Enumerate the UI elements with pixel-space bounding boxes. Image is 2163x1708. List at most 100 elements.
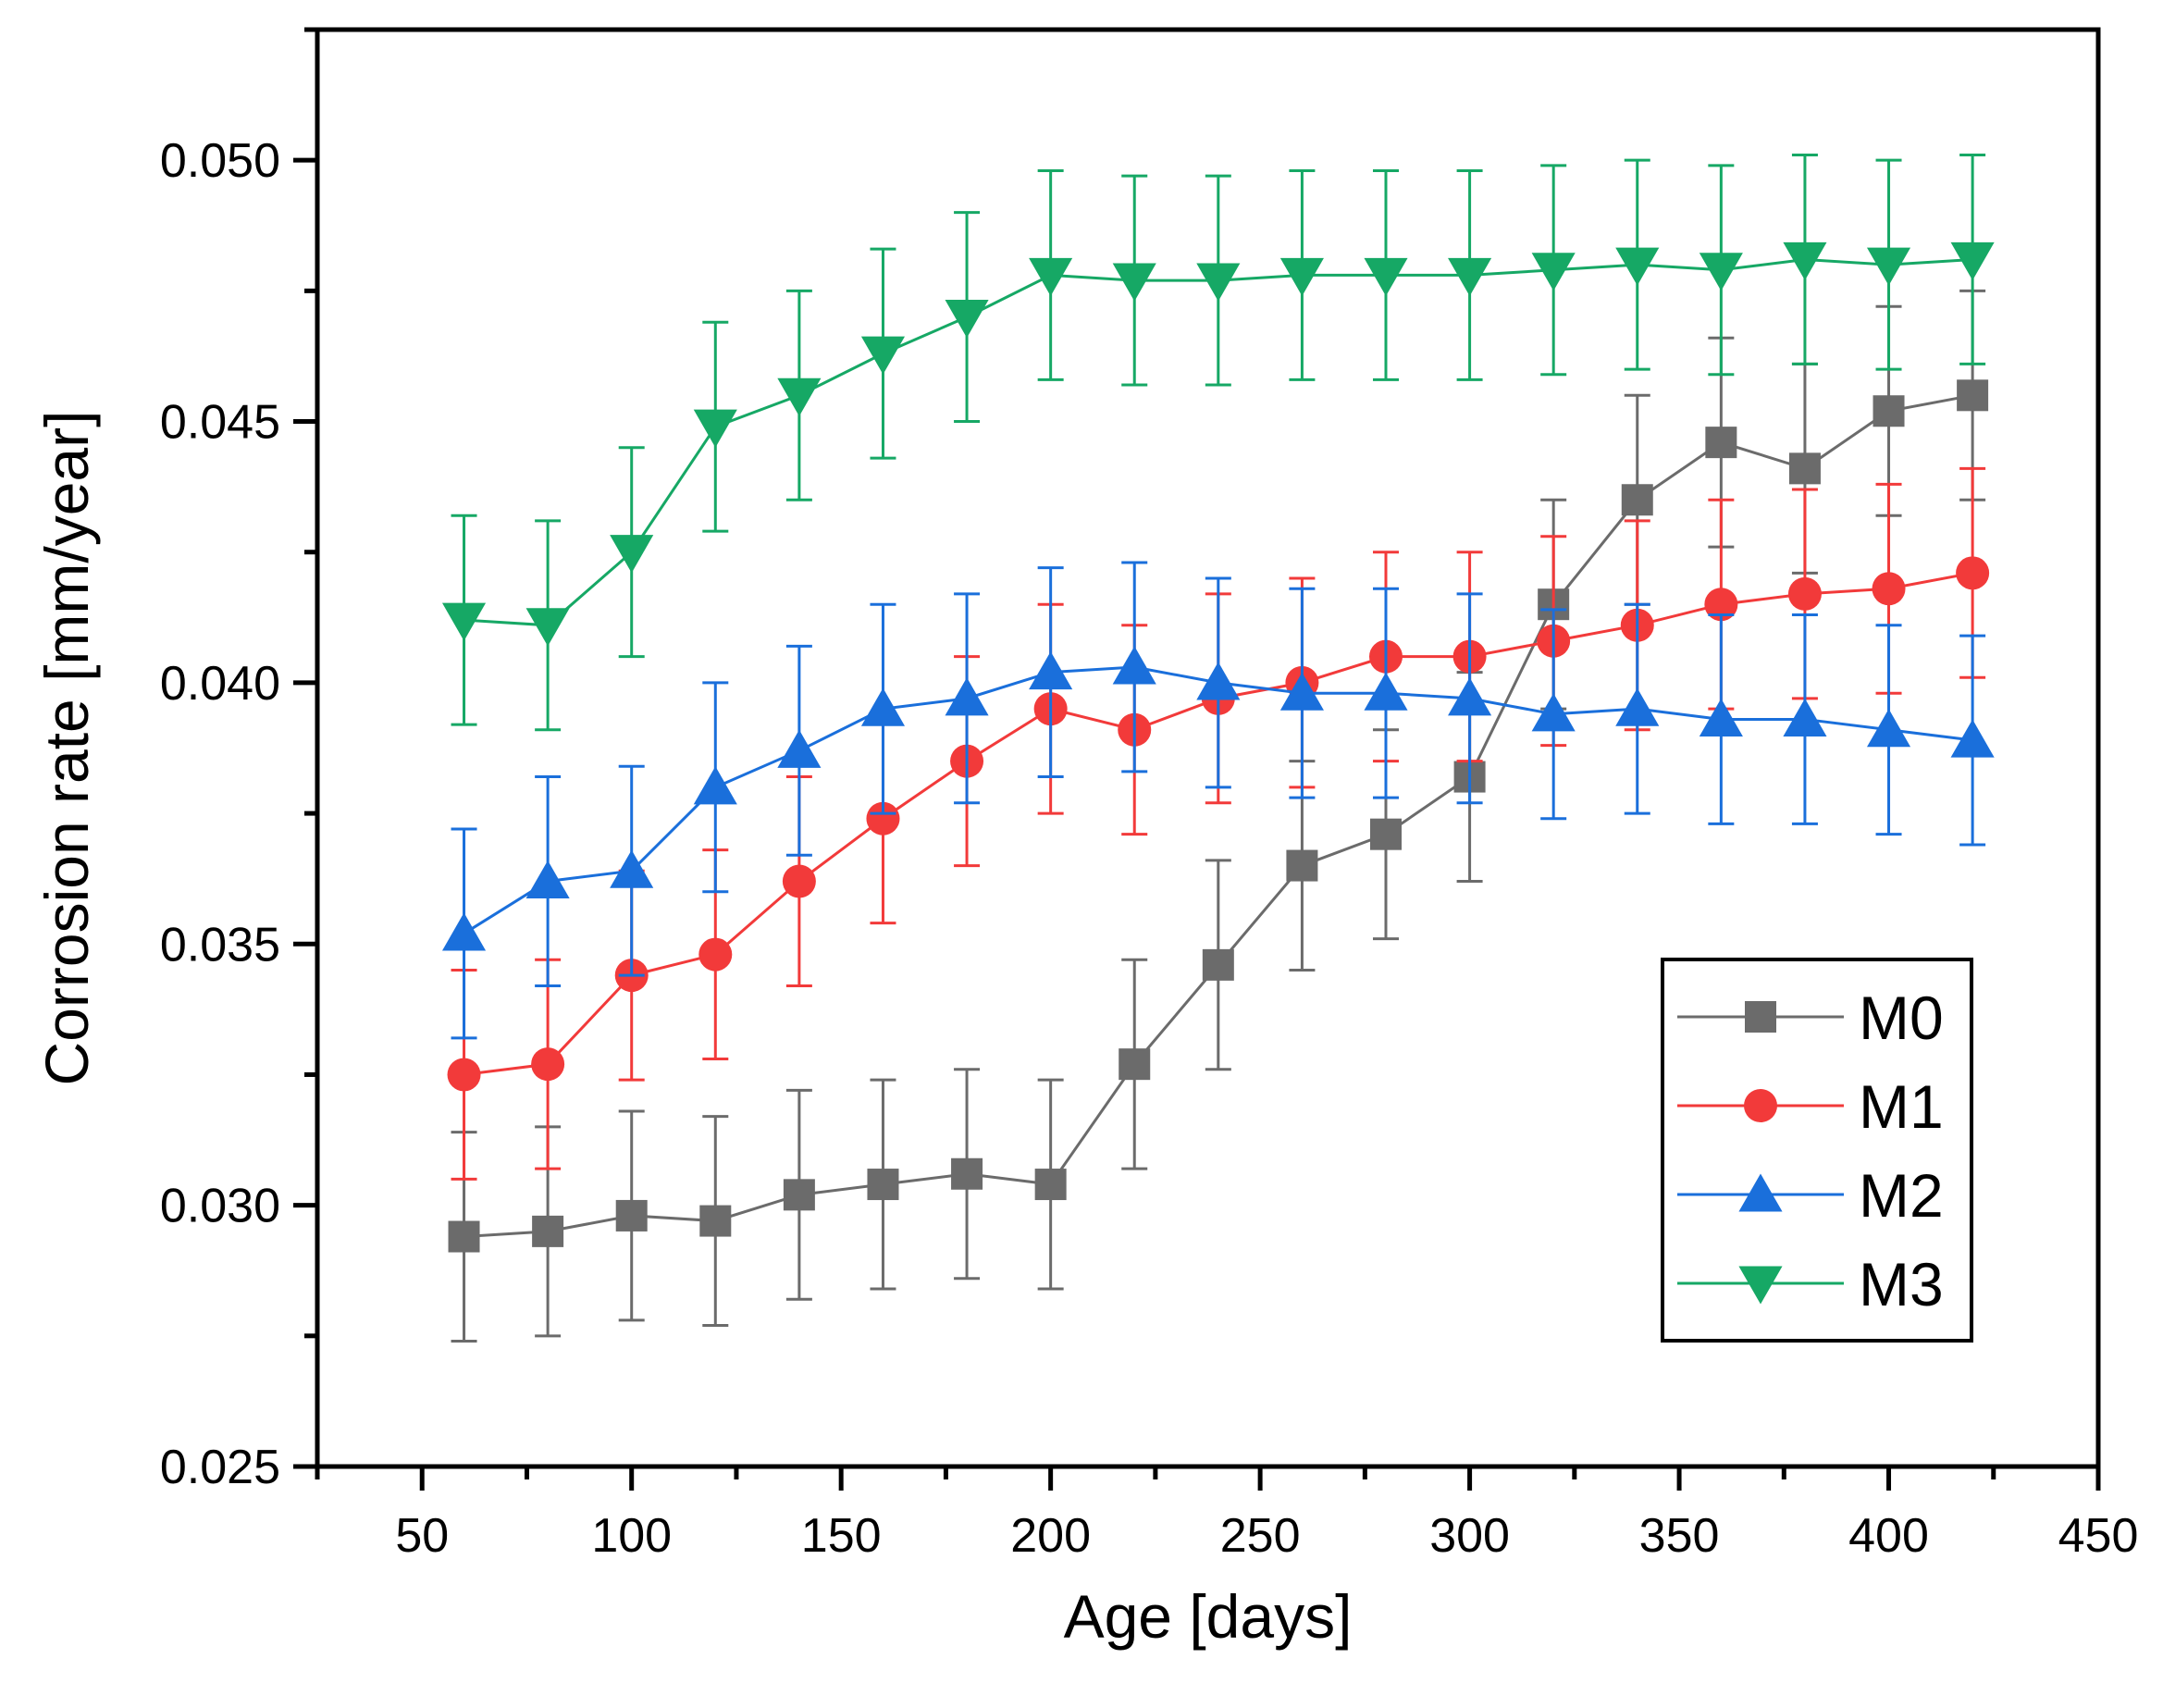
data-point [615, 1199, 648, 1231]
data-point [777, 377, 822, 416]
data-point [1112, 263, 1156, 302]
data-point [1448, 677, 1492, 716]
data-point [1615, 247, 1660, 286]
series-m3 [441, 154, 1995, 732]
data-point [1196, 662, 1241, 700]
data-point [1699, 253, 1743, 291]
y-axis-title: Corrosion rate [mm/year] [32, 411, 101, 1086]
data-point [1950, 241, 1995, 281]
data-point [1034, 1169, 1067, 1201]
data-point [1866, 709, 1911, 748]
data-point [1279, 257, 1324, 296]
y-tick-label: 0.050 [160, 134, 280, 188]
data-point [1029, 651, 1073, 690]
legend-marker [1745, 1001, 1776, 1033]
data-point [447, 1058, 481, 1092]
data-point [1621, 484, 1653, 516]
x-tick-label: 250 [1220, 1509, 1301, 1563]
x-tick-label: 300 [1429, 1509, 1510, 1563]
data-point [525, 608, 570, 647]
data-point [1531, 253, 1576, 291]
x-tick-label: 150 [801, 1509, 882, 1563]
data-point [441, 602, 487, 641]
data-point [783, 1179, 815, 1211]
data-point [610, 849, 654, 888]
x-tick-label: 50 [395, 1509, 449, 1563]
data-point [698, 937, 733, 972]
legend-marker [1738, 1173, 1783, 1212]
legend-marker [1744, 1089, 1777, 1122]
x-tick-label: 400 [1848, 1509, 1929, 1563]
legend-item-m2: M2 [1677, 1161, 1944, 1230]
data-point [860, 336, 906, 375]
data-point [866, 801, 900, 835]
data-point [693, 409, 737, 448]
data-point [1699, 698, 1743, 736]
data-point [1531, 693, 1576, 732]
legend-marker [1738, 1266, 1783, 1305]
data-point [1866, 247, 1911, 286]
x-tick-label: 350 [1639, 1509, 1720, 1563]
y-tick-label: 0.040 [160, 657, 280, 711]
data-point [1873, 395, 1905, 427]
data-point [1783, 698, 1827, 736]
data-point [867, 1169, 899, 1201]
data-point [1704, 588, 1738, 622]
data-point [1950, 719, 1995, 758]
data-point [693, 766, 737, 805]
data-point [1364, 672, 1408, 711]
series-m2 [441, 561, 1995, 1040]
data-point [1872, 572, 1906, 606]
x-axis-title: Age [days] [1064, 1582, 1353, 1651]
y-tick-label: 0.030 [160, 1180, 280, 1233]
plot-frame [315, 27, 2101, 1469]
data-point [1119, 1048, 1151, 1081]
data-point [1787, 576, 1822, 611]
data-point [945, 677, 989, 716]
legend-label: M1 [1859, 1072, 1944, 1141]
legend-item-m3: M3 [1677, 1250, 1944, 1318]
data-point [945, 300, 989, 339]
ticks-layer: 50 100 150 200 250 300 350 400 450 0.025 0.030 0.03… [160, 27, 2139, 1563]
legend-label: M0 [1859, 984, 1944, 1052]
data-point [860, 687, 906, 726]
legend-item-m0: M0 [1677, 984, 1944, 1052]
data-point [1957, 379, 1989, 412]
data-point [531, 1047, 565, 1082]
series-layer [441, 154, 1995, 1343]
legend-label: M3 [1859, 1250, 1944, 1318]
data-point [699, 1205, 732, 1237]
data-point [448, 1220, 480, 1253]
series-m0 [448, 289, 1989, 1343]
data-point [532, 1215, 564, 1247]
y-tick-label: 0.025 [160, 1441, 280, 1494]
data-point [1956, 556, 1990, 590]
data-point [1705, 427, 1737, 459]
data-point [1286, 849, 1318, 882]
data-point [1783, 241, 1827, 281]
legend: M0 M1 M2 M3 [1661, 958, 1973, 1343]
legend-item-m1: M1 [1677, 1072, 1944, 1141]
data-point [1202, 948, 1234, 981]
data-point [951, 1157, 983, 1190]
data-point [1196, 263, 1241, 302]
data-point [1370, 818, 1402, 850]
data-point [777, 729, 822, 768]
data-point [1112, 646, 1156, 685]
legend-label: M2 [1859, 1161, 1944, 1230]
x-tick-label: 450 [2058, 1509, 2139, 1563]
data-point [610, 535, 654, 574]
data-point [1279, 672, 1324, 711]
y-tick-label: 0.035 [160, 918, 280, 972]
data-point [782, 864, 816, 898]
data-point [525, 860, 570, 899]
data-point [1364, 257, 1408, 296]
legend-box [1661, 958, 1973, 1343]
x-tick-label: 200 [1010, 1509, 1091, 1563]
data-point [441, 912, 487, 951]
data-point [1615, 687, 1660, 726]
data-point [1788, 452, 1821, 485]
x-tick-label: 100 [591, 1509, 672, 1563]
